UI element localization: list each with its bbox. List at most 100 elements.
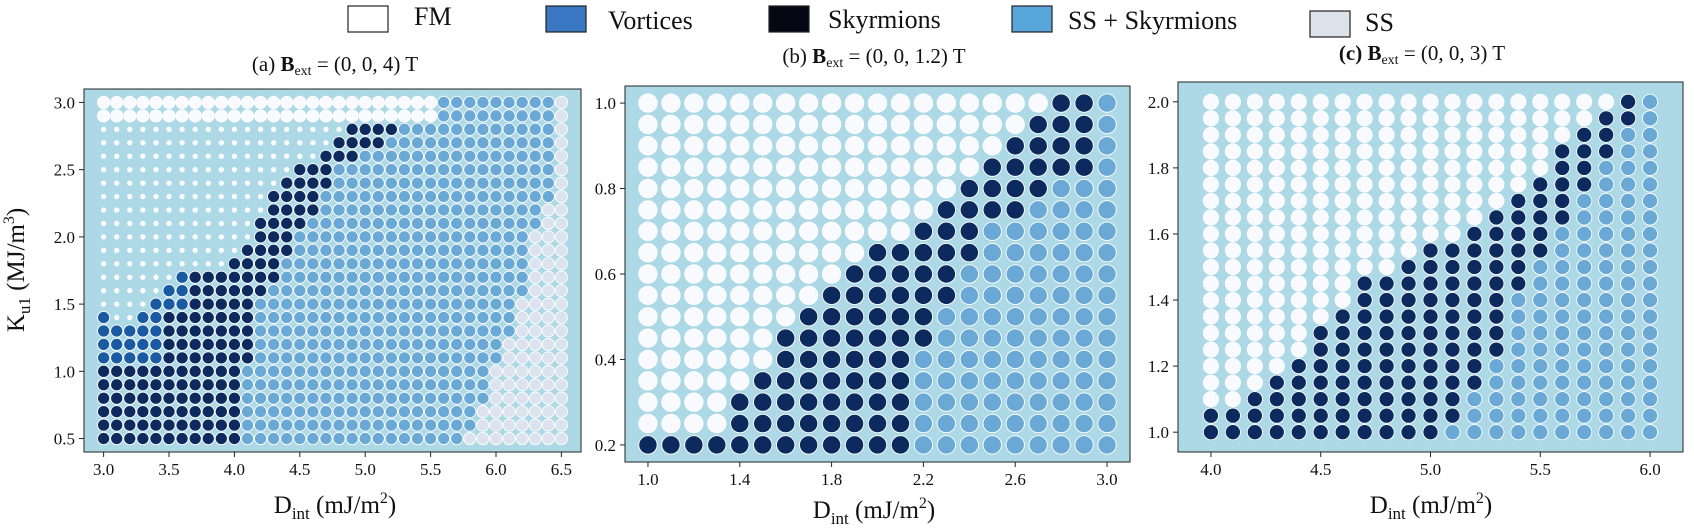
legend-swatch-vortices xyxy=(545,5,587,33)
xtick-label: 1.0 xyxy=(637,470,658,489)
marker-ssk-b xyxy=(913,435,934,455)
marker-ssk-a xyxy=(450,324,464,338)
marker-fm-a xyxy=(140,261,146,267)
marker-k-a xyxy=(214,324,228,338)
marker-fm-c xyxy=(1268,176,1285,193)
marker-ss-a xyxy=(528,311,542,325)
marker-ssk-a xyxy=(332,418,346,432)
marker-fm-b xyxy=(730,114,750,135)
legend-swatch-skyrmions xyxy=(768,5,810,33)
marker-ssk-a xyxy=(371,190,385,204)
marker-k-a xyxy=(306,176,320,190)
marker-fm-c xyxy=(1290,291,1307,309)
marker-fm-b xyxy=(684,328,704,348)
marker-ssk-a xyxy=(437,122,451,136)
marker-fm-c xyxy=(1598,93,1615,110)
marker-ssk-a xyxy=(463,203,477,217)
marker-k-a xyxy=(267,230,281,244)
marker-fm-b xyxy=(798,221,819,241)
marker-k-a xyxy=(293,176,307,190)
marker-fm-b xyxy=(638,349,658,370)
marker-fm-b xyxy=(638,200,658,220)
marker-v-a xyxy=(149,351,163,365)
marker-fm-c xyxy=(1312,209,1329,226)
marker-ssk-a xyxy=(450,243,464,257)
marker-k-b xyxy=(798,371,819,391)
marker-ssk-b xyxy=(1005,221,1025,241)
marker-ssk-a xyxy=(489,284,503,298)
marker-fm-c xyxy=(1378,126,1395,143)
marker-k-c xyxy=(1444,374,1461,391)
marker-ssk-a xyxy=(384,364,398,378)
marker-fm-c xyxy=(1576,93,1593,110)
marker-v-a xyxy=(175,297,189,311)
marker-ssk-a xyxy=(410,284,425,298)
marker-ssk-b xyxy=(1028,349,1048,370)
marker-ssk-a xyxy=(358,270,372,284)
marker-k-a xyxy=(123,391,137,405)
marker-fm-b xyxy=(707,200,727,220)
marker-ssk-a xyxy=(384,203,398,217)
marker-fm-c xyxy=(1202,143,1219,160)
marker-fm-c xyxy=(1312,291,1329,309)
marker-k-a xyxy=(162,405,176,419)
marker-fm-a xyxy=(254,95,268,109)
marker-ssk-c xyxy=(1554,308,1571,325)
marker-ss-a xyxy=(554,176,568,190)
marker-fm-c xyxy=(1356,242,1373,259)
marker-ssk-c xyxy=(1620,358,1637,375)
marker-fm-a xyxy=(166,167,172,173)
marker-fm-a xyxy=(270,140,277,146)
marker-fm-b xyxy=(890,136,911,156)
marker-fm-a xyxy=(100,153,107,159)
marker-k-a xyxy=(175,432,189,446)
marker-fm-b xyxy=(821,114,842,135)
marker-ssk-b xyxy=(982,285,1002,306)
marker-fm-a xyxy=(231,234,238,240)
marker-fm-a xyxy=(97,95,111,109)
marker-fm-c xyxy=(1224,159,1241,176)
marker-fm-b xyxy=(798,285,819,306)
marker-k-b xyxy=(890,392,911,412)
marker-fm-c xyxy=(1268,358,1285,375)
marker-ssk-a xyxy=(410,364,425,378)
marker-k-c xyxy=(1312,407,1329,424)
marker-ssk-a xyxy=(267,284,281,298)
marker-ssk-a xyxy=(515,190,529,204)
marker-ss-a xyxy=(541,284,555,298)
marker-ssk-a xyxy=(424,432,438,446)
marker-k-b xyxy=(776,413,796,434)
marker-ss-a xyxy=(554,311,568,325)
marker-fm-c xyxy=(1334,93,1351,110)
marker-fm-a xyxy=(100,140,107,146)
marker-fm-a xyxy=(166,274,172,280)
marker-k-a xyxy=(188,337,202,351)
marker-ssk-a xyxy=(410,405,425,419)
marker-fm-b xyxy=(684,413,704,434)
marker-k-a xyxy=(345,122,359,136)
marker-ss-a xyxy=(554,190,568,204)
xtick-label: 4.5 xyxy=(289,460,310,479)
marker-ssk-c xyxy=(1510,325,1527,342)
panel-c-markers xyxy=(1202,93,1659,441)
marker-ssk-a xyxy=(437,311,451,325)
marker-k-b xyxy=(821,285,842,306)
marker-k-c xyxy=(1312,374,1329,391)
marker-fm-a xyxy=(153,288,159,294)
marker-ssk-a xyxy=(424,176,438,190)
marker-fm-b xyxy=(707,307,727,327)
marker-v-a xyxy=(97,337,111,351)
marker-ssk-a xyxy=(384,149,398,163)
ytick-label: 0.5 xyxy=(54,430,75,449)
marker-fm-c xyxy=(1510,110,1527,127)
marker-k-b xyxy=(959,178,979,199)
marker-fm-b xyxy=(684,392,704,412)
marker-ssk-a xyxy=(345,284,359,298)
marker-fm-c xyxy=(1356,110,1373,127)
marker-ssk-a xyxy=(450,230,464,244)
marker-k-c xyxy=(1334,391,1351,408)
marker-fm-c xyxy=(1422,93,1439,110)
marker-fm-c xyxy=(1246,209,1263,226)
marker-fm-b xyxy=(776,114,796,135)
marker-fm-b xyxy=(776,136,796,156)
